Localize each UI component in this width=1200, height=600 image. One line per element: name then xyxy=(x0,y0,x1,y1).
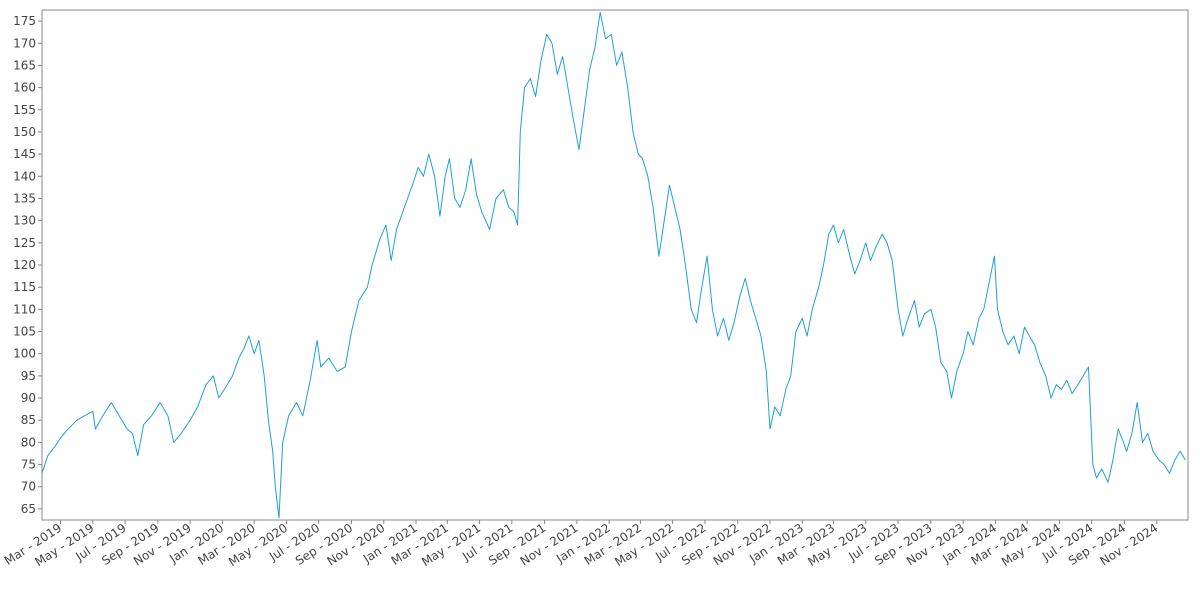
y-axis: 65 70 75 80 85 90 95 100 105 110 115 120 125 130 135 14… xyxy=(13,14,42,516)
y-tick-label: 130 xyxy=(13,214,36,228)
y-tick-label: 135 xyxy=(13,191,36,205)
y-tick-label: 90 xyxy=(21,391,36,405)
y-tick-label: 165 xyxy=(13,58,36,72)
y-tick-label: 105 xyxy=(13,325,36,339)
y-tick-label: 175 xyxy=(13,14,36,28)
y-tick-label: 150 xyxy=(13,125,36,139)
y-tick-label: 85 xyxy=(21,413,36,427)
y-tick-label: 65 xyxy=(21,502,36,516)
y-tick-label: 75 xyxy=(21,458,36,472)
y-tick-label: 155 xyxy=(13,103,36,117)
y-tick-label: 160 xyxy=(13,81,36,95)
y-tick-label: 70 xyxy=(21,480,36,494)
price-series-line xyxy=(41,11,1186,519)
y-tick-label: 140 xyxy=(13,169,36,183)
y-tick-label: 115 xyxy=(13,280,36,294)
y-tick-label: 95 xyxy=(21,369,36,383)
y-tick-label: 125 xyxy=(13,236,36,250)
y-tick-label: 145 xyxy=(13,147,36,161)
y-tick-label: 120 xyxy=(13,258,36,272)
y-tick-label: 80 xyxy=(21,435,36,449)
plot-area xyxy=(41,9,1189,521)
y-tick-label: 100 xyxy=(13,347,36,361)
y-tick-label: 170 xyxy=(13,36,36,50)
y-tick-label: 110 xyxy=(13,302,36,316)
